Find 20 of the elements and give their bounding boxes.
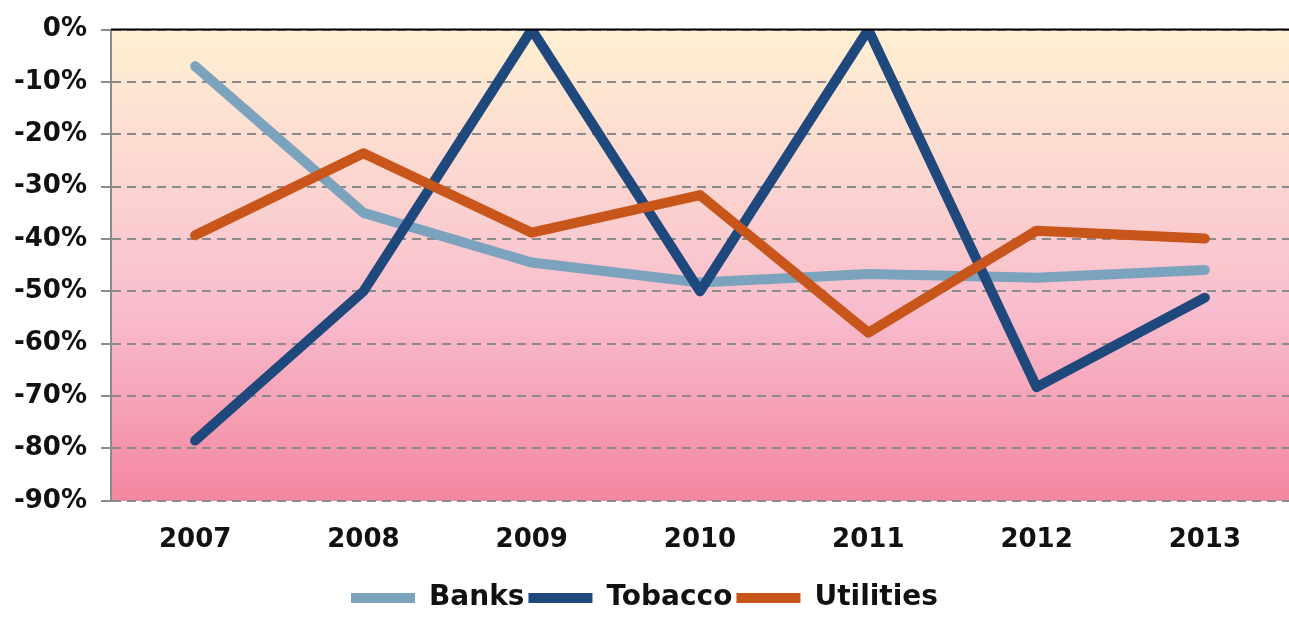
legend-label: Banks (429, 579, 525, 613)
x-tick-label: 2013 (1168, 523, 1242, 554)
y-tick-label: -40% (13, 221, 88, 252)
x-tick-label: 2012 (1000, 523, 1073, 554)
y-tick-label: -70% (13, 378, 88, 409)
legend-label: Tobacco (606, 579, 733, 613)
y-tick-label: -90% (13, 483, 88, 514)
x-tick-label: 2010 (663, 523, 737, 554)
y-tick-label: -50% (13, 274, 88, 305)
y-tick-label: -80% (13, 431, 88, 462)
legend-label: Utilities (814, 579, 939, 613)
y-tick-label: 0% (42, 12, 88, 43)
y-tick-label: -60% (13, 326, 88, 357)
y-tick-label: -30% (13, 169, 88, 200)
x-tick-label: 2008 (327, 523, 400, 554)
y-tick-label: -20% (13, 117, 88, 148)
y-tick-label: -10% (13, 64, 88, 95)
x-tick-label: 2009 (495, 523, 568, 554)
x-tick-label: 2011 (832, 523, 905, 554)
x-tick-label: 2007 (158, 523, 232, 554)
